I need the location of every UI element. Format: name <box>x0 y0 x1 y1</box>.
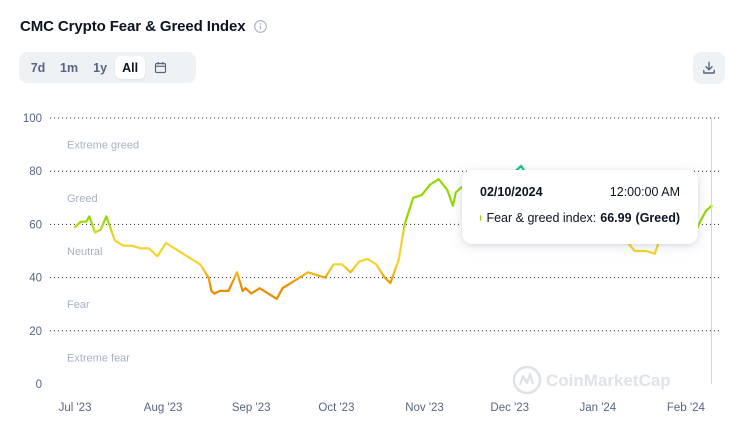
tooltip-value: 66.99 <box>600 211 632 225</box>
x-tick-label: Nov '23 <box>405 402 444 414</box>
chart-title: CMC Crypto Fear & Greed Index <box>20 17 246 35</box>
y-axis: 0 20 40 60 80 100 <box>23 113 42 391</box>
x-tick-label: Jul '23 <box>59 402 92 414</box>
zone-label: Fear <box>67 299 90 311</box>
x-tick-label: Aug '23 <box>144 402 183 414</box>
zone-label: Extreme fear <box>67 352 130 364</box>
tooltip-label: Fear & greed index: <box>486 211 597 225</box>
range-7d-button[interactable]: 7d <box>30 60 46 75</box>
x-tick-label: Sep '23 <box>232 402 271 414</box>
x-tick-label: Dec '23 <box>490 402 529 414</box>
time-range-selector: 7d 1m 1y All <box>19 52 196 83</box>
tooltip-date: 02/10/2024 <box>480 185 543 199</box>
title-row: CMC Crypto Fear & Greed Index <box>20 16 268 36</box>
range-all-button[interactable]: All <box>115 56 146 79</box>
y-tick-label: 80 <box>29 166 42 178</box>
x-axis: Jul '23 Aug '23 Sep '23 Oct '23 Nov '23 Dec '… <box>59 402 706 414</box>
x-tick-label: Feb '24 <box>667 402 706 414</box>
tooltip-series-dot <box>480 215 482 221</box>
zone-label: Neutral <box>67 246 102 258</box>
y-tick-label: 40 <box>29 273 42 285</box>
y-tick-label: 60 <box>29 219 42 231</box>
info-icon[interactable] <box>254 19 268 33</box>
coinmarketcap-logo-icon <box>512 365 542 395</box>
watermark-text: CoinMarketCap <box>546 371 671 390</box>
range-1y-button[interactable]: 1y <box>93 60 108 75</box>
watermark: CoinMarketCap <box>512 365 671 395</box>
y-tick-label: 0 <box>36 379 42 391</box>
range-1m-button[interactable]: 1m <box>60 60 79 75</box>
zone-label: Greed <box>67 193 98 205</box>
calendar-icon <box>154 62 166 74</box>
download-button[interactable] <box>693 52 725 84</box>
y-tick-label: 100 <box>23 113 42 125</box>
tooltip-classification: (Greed) <box>635 211 680 225</box>
x-tick-label: Oct '23 <box>318 402 354 414</box>
x-tick-label: Jan '24 <box>579 402 616 414</box>
hover-tooltip: 02/10/2024 12:00:00 AM Fear & greed inde… <box>462 170 698 244</box>
download-icon <box>703 61 715 74</box>
zone-labels: Extreme greed Greed Neutral Fear Extreme fea… <box>67 140 139 365</box>
tooltip-time: 12:00:00 AM <box>609 185 680 199</box>
y-tick-label: 20 <box>29 326 42 338</box>
calendar-button[interactable] <box>145 56 175 79</box>
zone-label: Extreme greed <box>67 140 139 152</box>
